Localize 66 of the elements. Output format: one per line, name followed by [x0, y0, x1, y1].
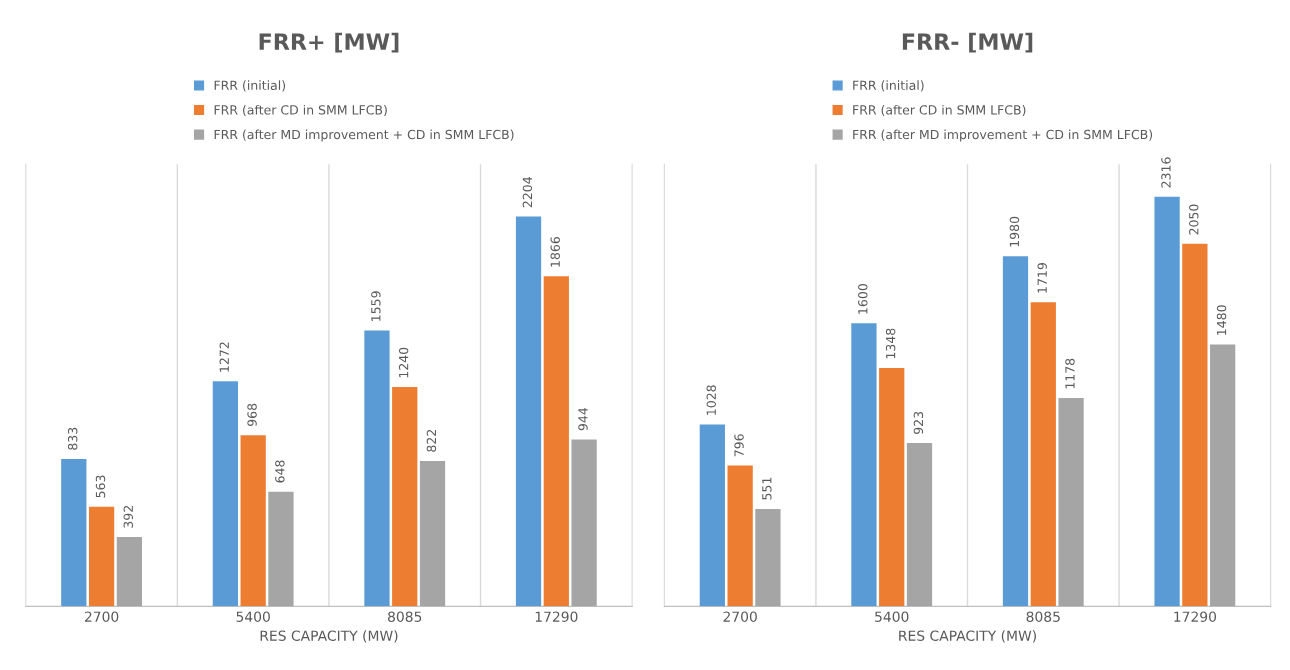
data-label: 796 — [734, 434, 744, 457]
bar — [851, 323, 877, 607]
bar — [1030, 302, 1056, 607]
x-tick-label: 8085 — [388, 611, 422, 622]
data-label: 1600 — [858, 284, 868, 314]
bar — [727, 465, 753, 607]
data-label: 2204 — [522, 177, 533, 208]
data-label: 1719 — [1037, 263, 1047, 293]
data-label: 1559 — [371, 291, 381, 321]
data-label: 1348 — [885, 328, 896, 359]
data-label: 1980 — [1009, 216, 1020, 247]
bar — [699, 424, 725, 607]
x-tick-label: 2700 — [723, 611, 757, 622]
legend-label: FRR (after MD improvement + CD in SMM LFCB) — [853, 129, 1153, 142]
bar — [1154, 196, 1180, 607]
data-label: 923 — [913, 411, 924, 434]
data-label: 944 — [578, 407, 588, 431]
data-label: 551 — [762, 477, 772, 500]
x-tick-label: 17290 — [1174, 611, 1217, 622]
x-tick-label: 8085 — [1026, 611, 1060, 622]
bar — [88, 506, 115, 607]
legend-label: FRR (initial) — [853, 80, 924, 92]
bar — [392, 387, 418, 607]
data-label: 648 — [275, 460, 285, 483]
bar — [515, 216, 542, 607]
data-label: 833 — [67, 427, 78, 450]
x-tick-label: 5400 — [236, 611, 270, 622]
data-label: 1240 — [398, 347, 409, 378]
bar — [571, 439, 597, 607]
data-label: 2316 — [1161, 157, 1171, 188]
data-label: 1178 — [1065, 358, 1075, 389]
chart-title: FRR- [MW] — [902, 32, 1033, 53]
x-axis-title: RES CAPACITY (MW) — [260, 630, 398, 643]
x-tick-label: 2700 — [84, 611, 119, 622]
x-tick-label: 17290 — [535, 611, 578, 622]
bar — [543, 276, 569, 607]
data-label: 2050 — [1189, 204, 1199, 235]
legend-label: FRR (after MD improvement + CD in SMM LFCB) — [214, 129, 514, 142]
bar — [1210, 344, 1236, 607]
data-label: 1028 — [706, 385, 716, 415]
data-label: 563 — [95, 475, 106, 498]
bar — [1002, 256, 1029, 607]
bar — [906, 443, 933, 607]
x-axis-title: RES CAPACITY (MW) — [899, 630, 1036, 643]
chart-title: FRR+ [MW] — [259, 32, 399, 53]
data-label: 1272 — [219, 342, 229, 372]
bar — [61, 459, 87, 607]
data-label: 968 — [247, 403, 257, 427]
bar — [212, 381, 239, 607]
data-label: 1480 — [1216, 305, 1227, 335]
legend-label: FRR (after CD in SMM LFCB) — [214, 104, 387, 117]
bar — [755, 508, 781, 607]
bar — [240, 435, 266, 607]
data-label: 392 — [123, 506, 133, 528]
bar — [364, 330, 390, 607]
bar — [1182, 243, 1208, 607]
bar — [1058, 397, 1084, 607]
x-tick-label: 5400 — [875, 611, 909, 622]
data-label: 822 — [426, 430, 437, 452]
legend-label: FRR (after CD in SMM LFCB) — [853, 104, 1026, 117]
bar — [879, 367, 905, 607]
bar — [268, 491, 294, 607]
data-label: 1866 — [550, 236, 560, 267]
legend-label: FRR (initial) — [214, 80, 286, 92]
bar — [419, 460, 446, 607]
bar — [116, 537, 143, 607]
